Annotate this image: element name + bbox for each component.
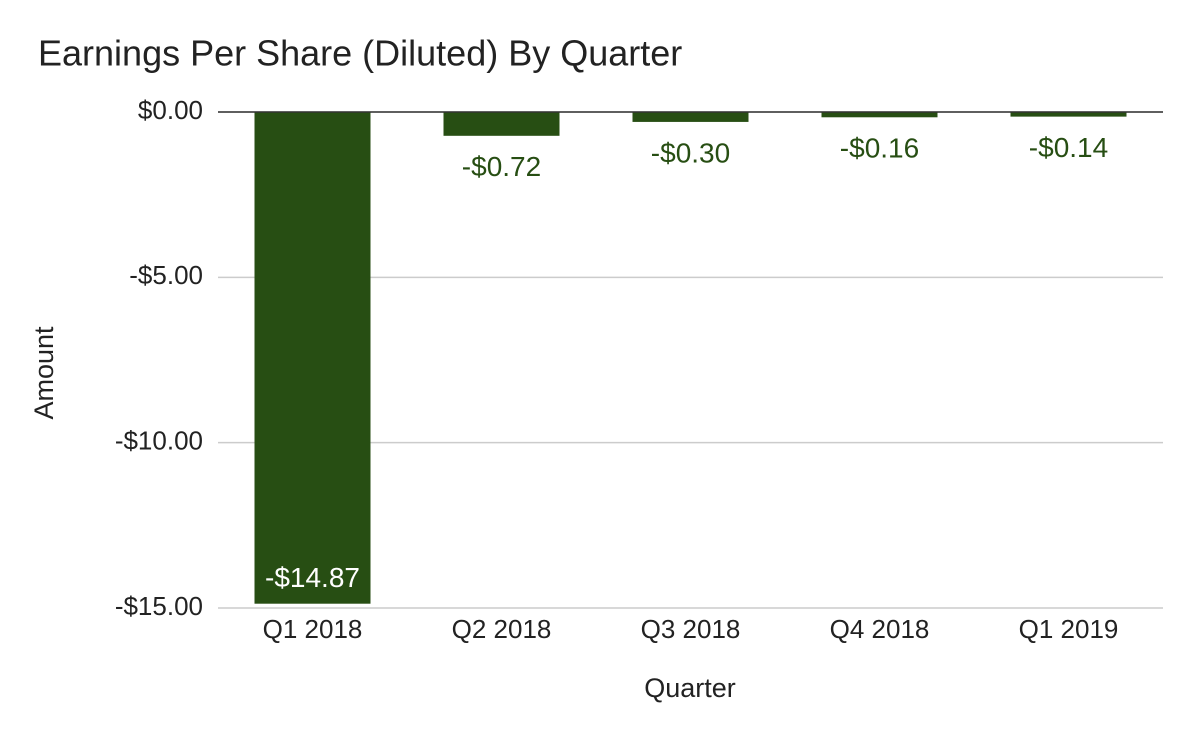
- x-tick-label: Q2 2018: [452, 614, 552, 644]
- data-label: -$0.14: [1029, 132, 1108, 163]
- y-tick-label: -$10.00: [115, 426, 203, 456]
- y-tick-label: -$5.00: [129, 260, 203, 290]
- x-tick-label: Q1 2019: [1019, 614, 1119, 644]
- data-label: -$0.16: [840, 133, 919, 164]
- bar: [254, 112, 371, 604]
- x-tick-label: Q1 2018: [263, 614, 363, 644]
- x-tick-label: Q3 2018: [641, 614, 741, 644]
- bar: [821, 112, 938, 118]
- x-axis-title: Quarter: [644, 673, 736, 703]
- bar: [632, 112, 749, 122]
- data-label: -$0.30: [651, 137, 730, 168]
- y-tick-label: $0.00: [138, 95, 203, 125]
- y-axis-title: Amount: [29, 326, 59, 420]
- data-label: -$0.72: [462, 151, 541, 182]
- x-tick-label: Q4 2018: [830, 614, 930, 644]
- y-tick-label: -$15.00: [115, 591, 203, 621]
- bar: [1010, 112, 1127, 117]
- chart-title: Earnings Per Share (Diluted) By Quarter: [38, 33, 682, 74]
- data-label: -$14.87: [265, 562, 360, 593]
- bar: [443, 112, 560, 136]
